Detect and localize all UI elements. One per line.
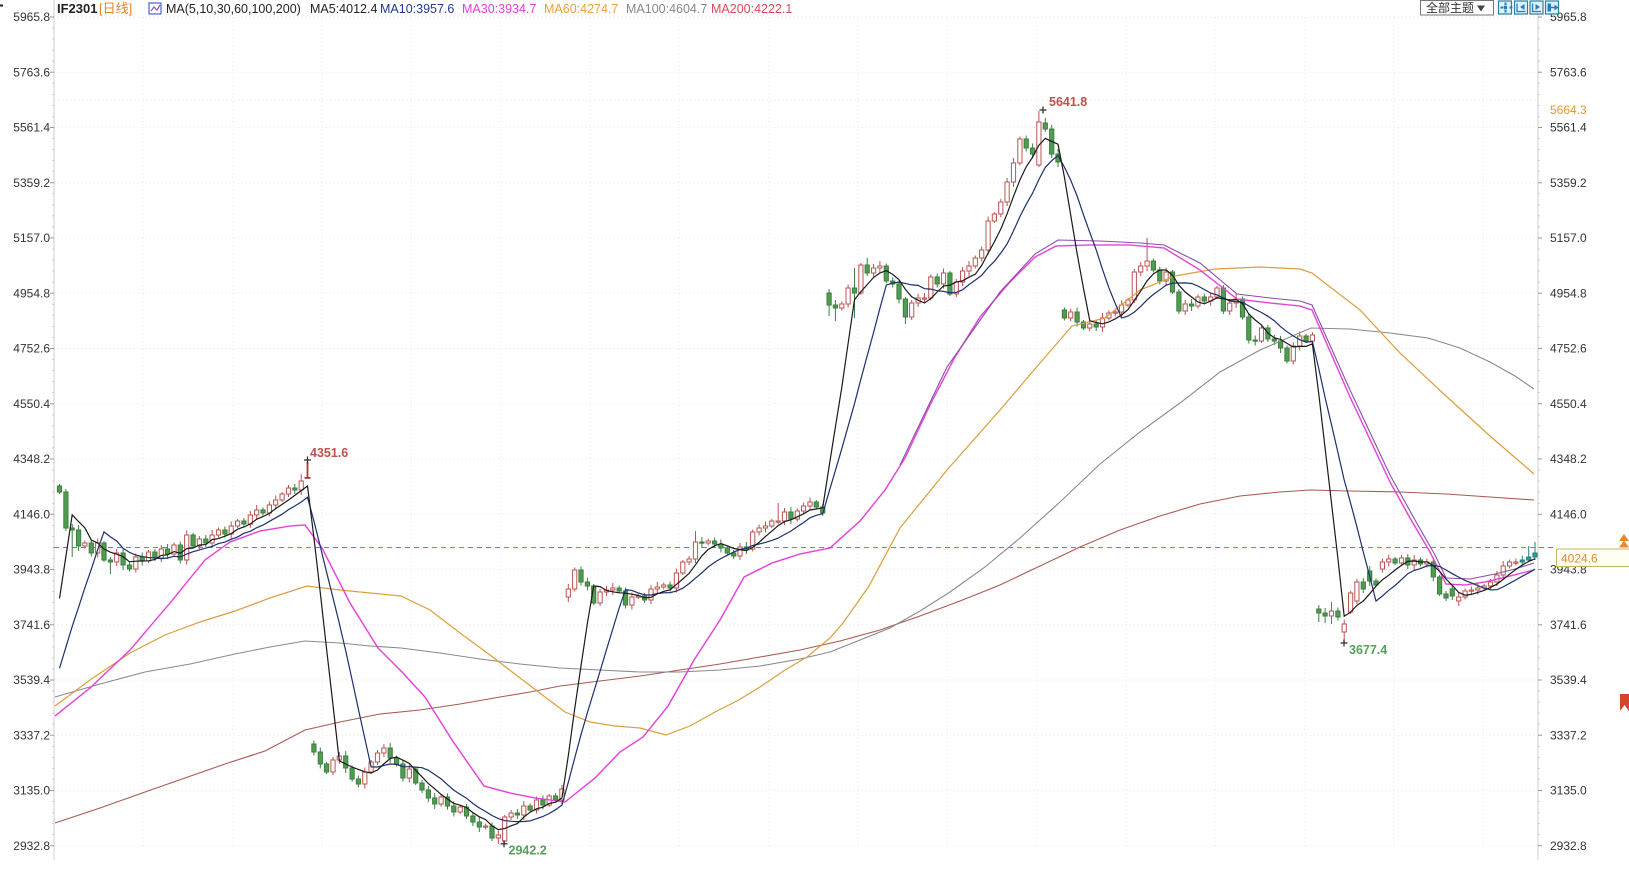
svg-text:MA60:4274.7: MA60:4274.7 [544,2,618,16]
svg-text:4752.6: 4752.6 [13,342,50,356]
svg-text:MA(5,10,30,60,100,200): MA(5,10,30,60,100,200) [166,2,301,16]
svg-text:4550.4: 4550.4 [1550,397,1587,411]
svg-text:5641.8: 5641.8 [1049,95,1087,109]
svg-text:5763.6: 5763.6 [13,66,50,80]
svg-text:5561.4: 5561.4 [13,121,50,135]
svg-text:3677.4: 3677.4 [1349,643,1387,657]
svg-text:4024.6: 4024.6 [1561,552,1598,566]
svg-text:3943.8: 3943.8 [13,563,50,577]
svg-text:2942.2: 2942.2 [509,844,547,858]
svg-text:3337.2: 3337.2 [1550,729,1587,743]
svg-text:4348.2: 4348.2 [1550,452,1587,466]
svg-text:2932.8: 2932.8 [1550,839,1587,853]
svg-text:MA10:3957.6: MA10:3957.6 [380,2,454,16]
svg-text:IF2301: IF2301 [57,1,97,16]
svg-text:3741.6: 3741.6 [13,618,50,632]
svg-text:4752.6: 4752.6 [1550,342,1587,356]
svg-text:3135.0: 3135.0 [13,784,50,798]
svg-text:5763.6: 5763.6 [1550,66,1587,80]
svg-text:MA200:4222.1: MA200:4222.1 [711,2,792,16]
svg-text:MA5:4012.4: MA5:4012.4 [310,2,377,16]
svg-text:3539.4: 3539.4 [13,673,50,687]
svg-text:4348.2: 4348.2 [13,452,50,466]
svg-text:5965.8: 5965.8 [1550,10,1587,24]
svg-text:5965.8: 5965.8 [13,10,50,24]
svg-text:5157.0: 5157.0 [13,231,50,245]
svg-text:3135.0: 3135.0 [1550,784,1587,798]
svg-text:4146.0: 4146.0 [1550,508,1587,522]
svg-text:4954.8: 4954.8 [13,286,50,300]
svg-text:3741.6: 3741.6 [1550,618,1587,632]
svg-text:3337.2: 3337.2 [13,729,50,743]
svg-text:4351.6: 4351.6 [310,446,348,460]
svg-text:[日线]: [日线] [99,1,132,16]
svg-text:MA100:4604.7: MA100:4604.7 [626,2,707,16]
svg-text:5664.3: 5664.3 [1550,103,1587,117]
svg-text:2932.8: 2932.8 [13,839,50,853]
svg-text:全部主题: 全部主题 [1426,0,1474,15]
svg-text:5561.4: 5561.4 [1550,121,1587,135]
svg-text:3539.4: 3539.4 [1550,673,1587,687]
svg-text:4146.0: 4146.0 [13,508,50,522]
svg-text:5359.2: 5359.2 [1550,176,1587,190]
svg-text:MA30:3934.7: MA30:3934.7 [462,2,536,16]
svg-text:5157.0: 5157.0 [1550,231,1587,245]
svg-text:4550.4: 4550.4 [13,397,50,411]
svg-text:5359.2: 5359.2 [13,176,50,190]
svg-text:4954.8: 4954.8 [1550,286,1587,300]
